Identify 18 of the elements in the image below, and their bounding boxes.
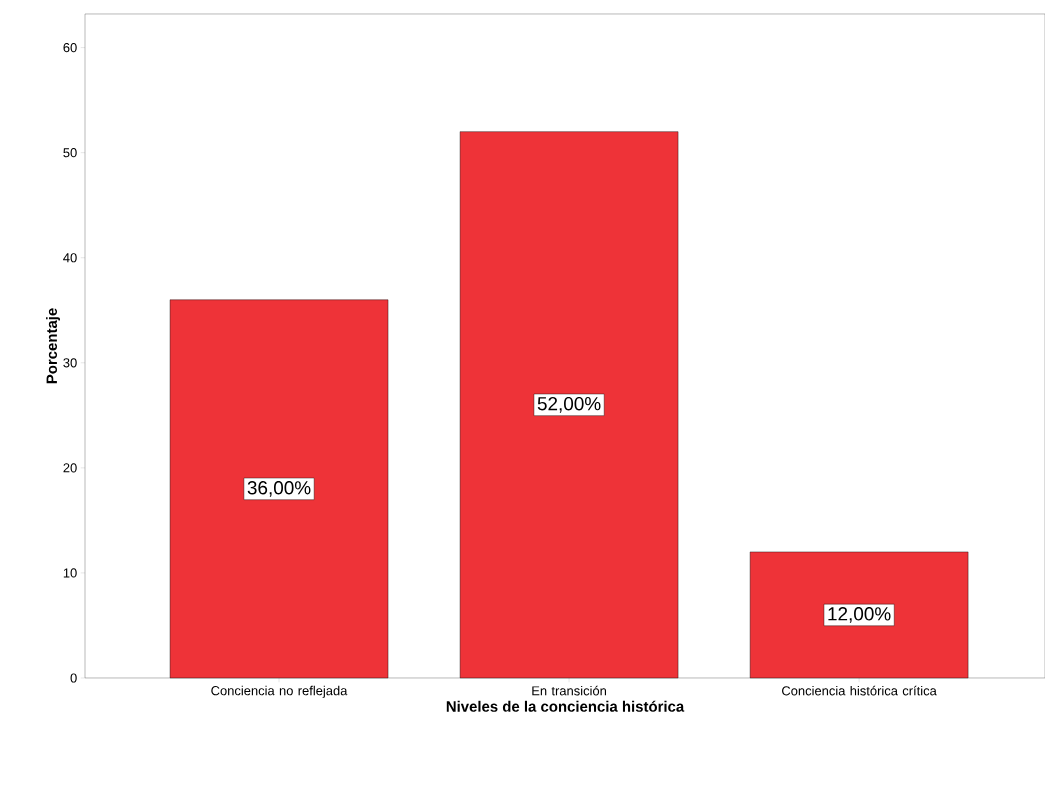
data-label: 52,00% [537, 397, 601, 413]
y-axis-title: Porcentaje [46, 308, 60, 384]
x-tick-label: Conciencia no reflejada [211, 685, 348, 698]
bar [459, 131, 679, 679]
y-tick-label: 60 [63, 43, 77, 53]
y-tick-label: 30 [63, 358, 77, 368]
data-label: 36,00% [247, 481, 311, 497]
x-tick-label: Conciencia histórica crítica [782, 685, 937, 696]
y-tick-label: 40 [63, 253, 77, 263]
y-tick-label: 50 [63, 148, 77, 158]
x-tick-label: En transición [532, 685, 607, 696]
y-tick-label: 10 [63, 568, 77, 578]
bar [169, 299, 389, 679]
x-axis-title: Niveles de la conciencia histórica [446, 700, 685, 712]
bar [749, 551, 969, 679]
y-tick-label: 20 [63, 463, 77, 473]
y-tick-label: 0 [70, 673, 77, 683]
data-label: 12,00% [828, 607, 891, 623]
